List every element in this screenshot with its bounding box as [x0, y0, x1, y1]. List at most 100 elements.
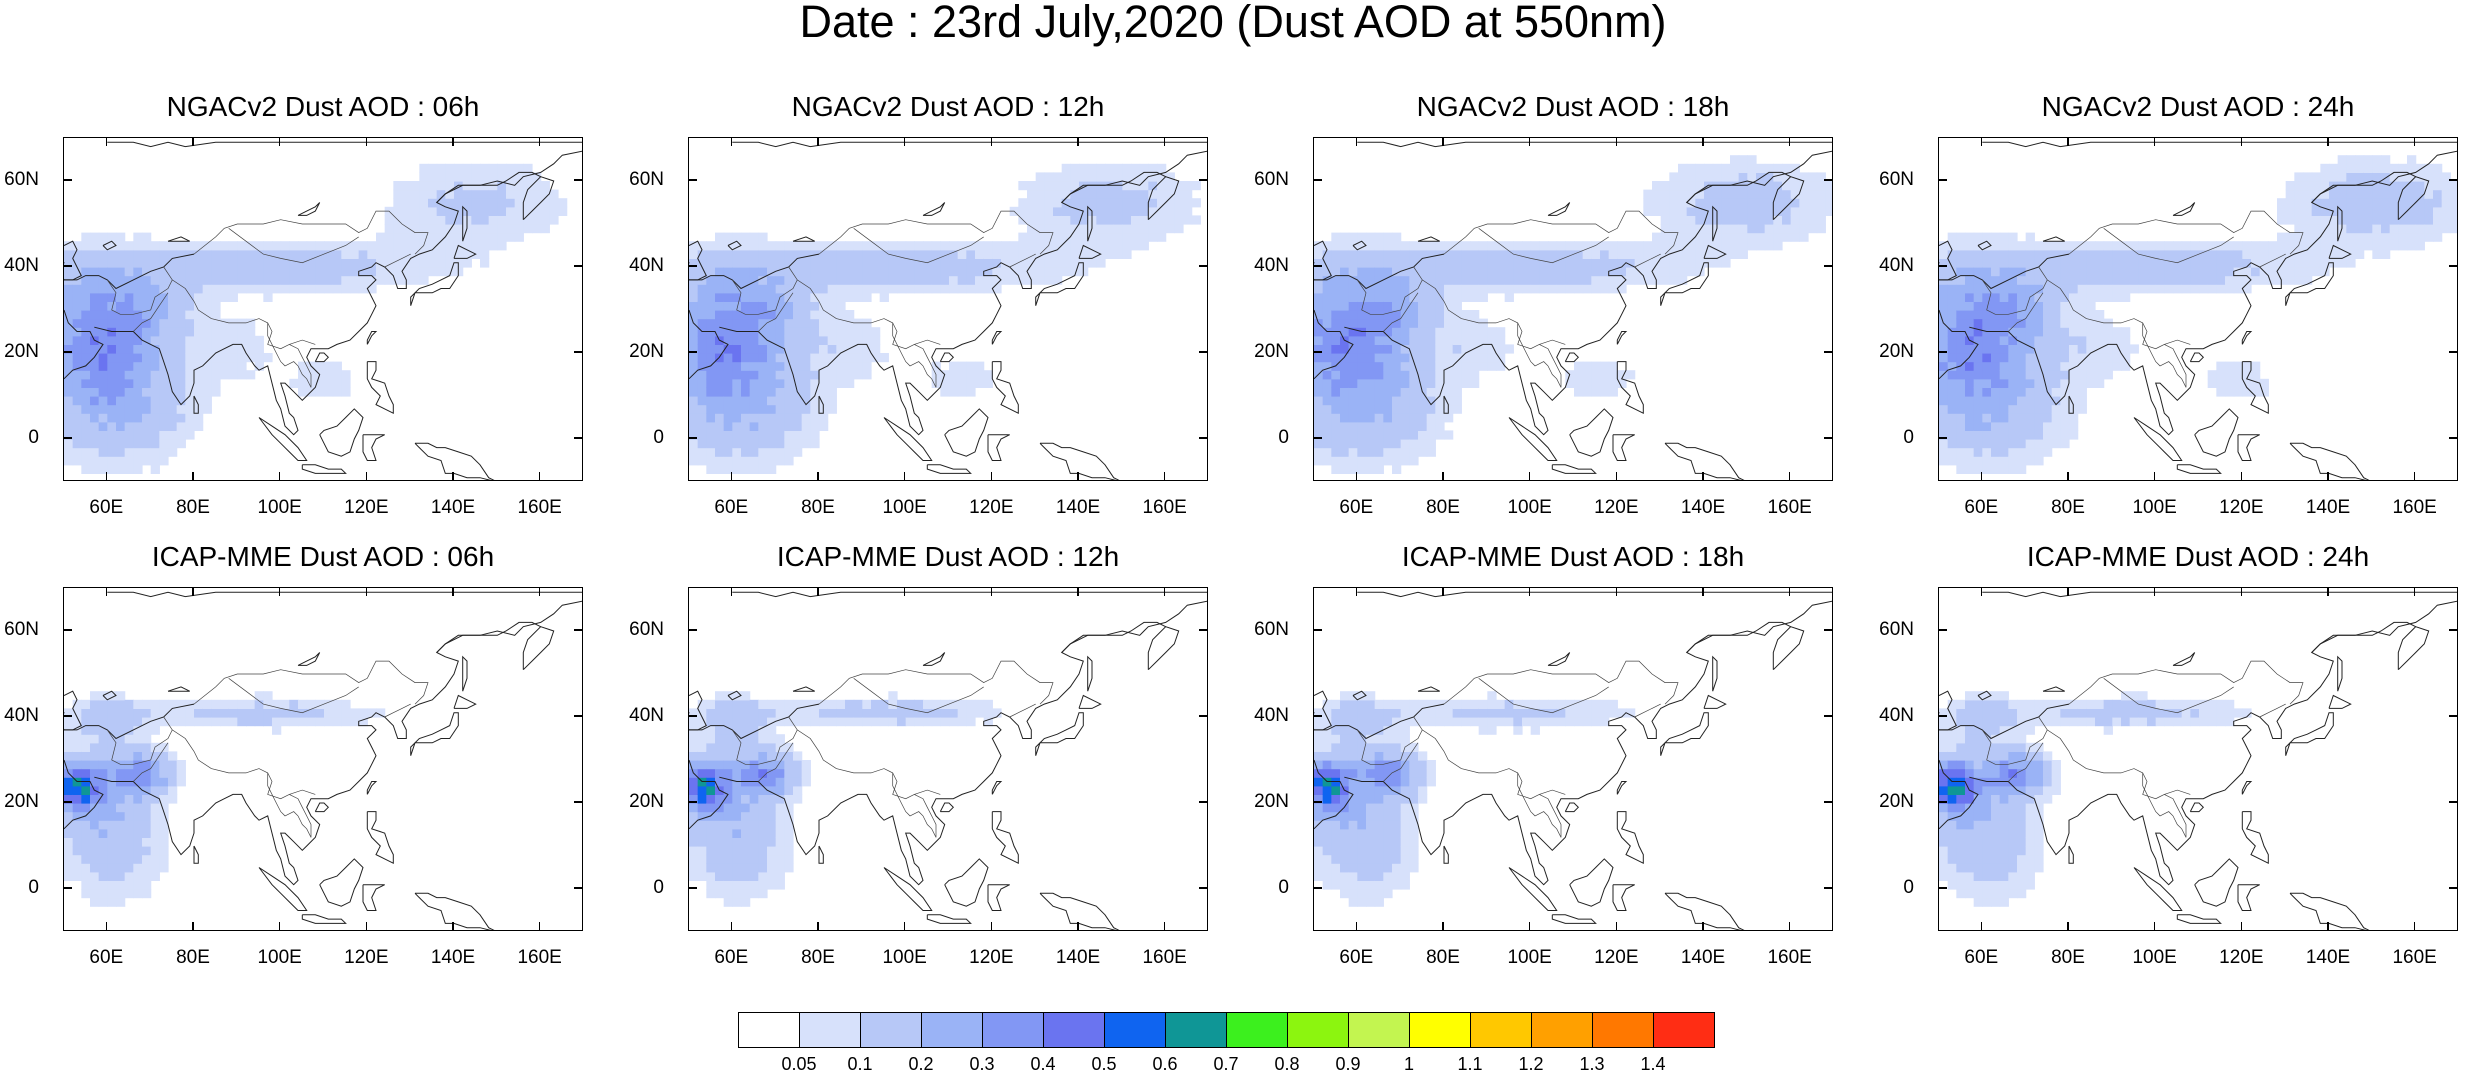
lon-tick: [192, 587, 194, 596]
dust-cell: [1557, 241, 1566, 250]
dust-cell: [1357, 267, 1366, 276]
dust-cell: [758, 353, 767, 362]
dust-cell: [698, 439, 707, 448]
dust-cell: [168, 310, 177, 319]
dust-cell: [203, 293, 212, 302]
lon-tick: [1356, 137, 1358, 146]
lon-tick-label: 60E: [1964, 497, 1998, 519]
dust-cell: [2086, 327, 2095, 336]
dust-cell: [1479, 267, 1488, 276]
lon-tick: [991, 472, 993, 481]
dust-aod-map: [1314, 588, 1833, 931]
dust-cell: [1965, 362, 1974, 371]
lon-tick: [1442, 472, 1444, 481]
dust-cell: [2069, 353, 2078, 362]
lat-tick: [1824, 801, 1833, 803]
dust-cell: [125, 786, 134, 795]
dust-cell: [159, 777, 168, 786]
dust-cell: [706, 379, 715, 388]
dust-cell: [255, 276, 264, 285]
dust-cell: [1340, 734, 1349, 743]
dust-cell: [2416, 233, 2425, 242]
dust-cell: [2320, 198, 2329, 207]
lon-tick-label: 120E: [1594, 497, 1638, 519]
lon-tick-label: 100E: [882, 947, 926, 969]
dust-cell: [1323, 439, 1332, 448]
dust-cell: [724, 448, 733, 457]
dust-cell: [480, 250, 489, 259]
dust-cell: [2372, 250, 2381, 259]
dust-cell: [73, 336, 82, 345]
dust-cell: [2086, 258, 2095, 267]
dust-cell: [1409, 327, 1418, 336]
dust-cell: [1956, 267, 1965, 276]
dust-cell: [732, 379, 741, 388]
dust-cell: [177, 777, 186, 786]
dust-cell: [1539, 276, 1548, 285]
dust-cell: [2251, 267, 2260, 276]
dust-cell: [750, 863, 759, 872]
dust-cell: [1496, 258, 1505, 267]
dust-cell: [2121, 336, 2130, 345]
dust-cell: [1392, 812, 1401, 821]
dust-cell: [220, 362, 229, 371]
lon-tick: [279, 587, 281, 596]
dust-cell: [2346, 224, 2355, 233]
lon-tick: [106, 137, 108, 146]
dust-cell: [125, 829, 134, 838]
dust-cell: [2078, 396, 2087, 405]
dust-cell: [99, 829, 108, 838]
dust-cell: [1583, 379, 1592, 388]
dust-cell: [741, 837, 750, 846]
dust-cell: [2069, 387, 2078, 396]
dust-cell: [750, 769, 759, 778]
dust-cell: [767, 448, 776, 457]
dust-cell: [706, 465, 715, 474]
dust-cell: [1331, 233, 1340, 242]
dust-cell: [802, 708, 811, 717]
dust-cell: [1461, 310, 1470, 319]
dust-cell: [437, 267, 446, 276]
dust-cell: [1435, 370, 1444, 379]
dust-cell: [732, 319, 741, 328]
dust-cell: [975, 276, 984, 285]
dust-cell: [1409, 430, 1418, 439]
dust-cell: [2225, 241, 2234, 250]
dust-cell: [220, 241, 229, 250]
dust-cell: [750, 820, 759, 829]
dust-cell: [1956, 760, 1965, 769]
dust-cell: [220, 258, 229, 267]
dust-cell: [281, 717, 290, 726]
dust-cell: [2286, 207, 2295, 216]
dust-cell: [1357, 413, 1366, 422]
dust-cell: [1114, 224, 1123, 233]
dust-cell: [2303, 190, 2312, 199]
dust-cell: [698, 405, 707, 414]
dust-cell: [107, 276, 116, 285]
dust-cell: [281, 276, 290, 285]
dust-cell: [724, 413, 733, 422]
dust-cell: [1427, 405, 1436, 414]
dust-cell: [706, 708, 715, 717]
dust-cell: [73, 319, 82, 328]
dust-cell: [2104, 327, 2113, 336]
dust-cell: [90, 889, 99, 898]
dust-cell: [1340, 691, 1349, 700]
dust-cell: [1974, 336, 1983, 345]
dust-cell: [1044, 190, 1053, 199]
dust-cell: [2017, 319, 2026, 328]
dust-cell: [185, 413, 194, 422]
dust-cell: [151, 327, 160, 336]
dust-cell: [1721, 224, 1730, 233]
dust-cell: [1948, 700, 1957, 709]
dust-cell: [2251, 387, 2260, 396]
dust-cell: [1974, 233, 1983, 242]
dust-cell: [2052, 319, 2061, 328]
dust-cell: [1392, 751, 1401, 760]
dust-cell: [81, 336, 90, 345]
dust-cell: [1948, 413, 1957, 422]
dust-cell: [975, 267, 984, 276]
dust-cell: [2060, 336, 2069, 345]
dust-cell: [1965, 258, 1974, 267]
dust-cell: [64, 353, 73, 362]
